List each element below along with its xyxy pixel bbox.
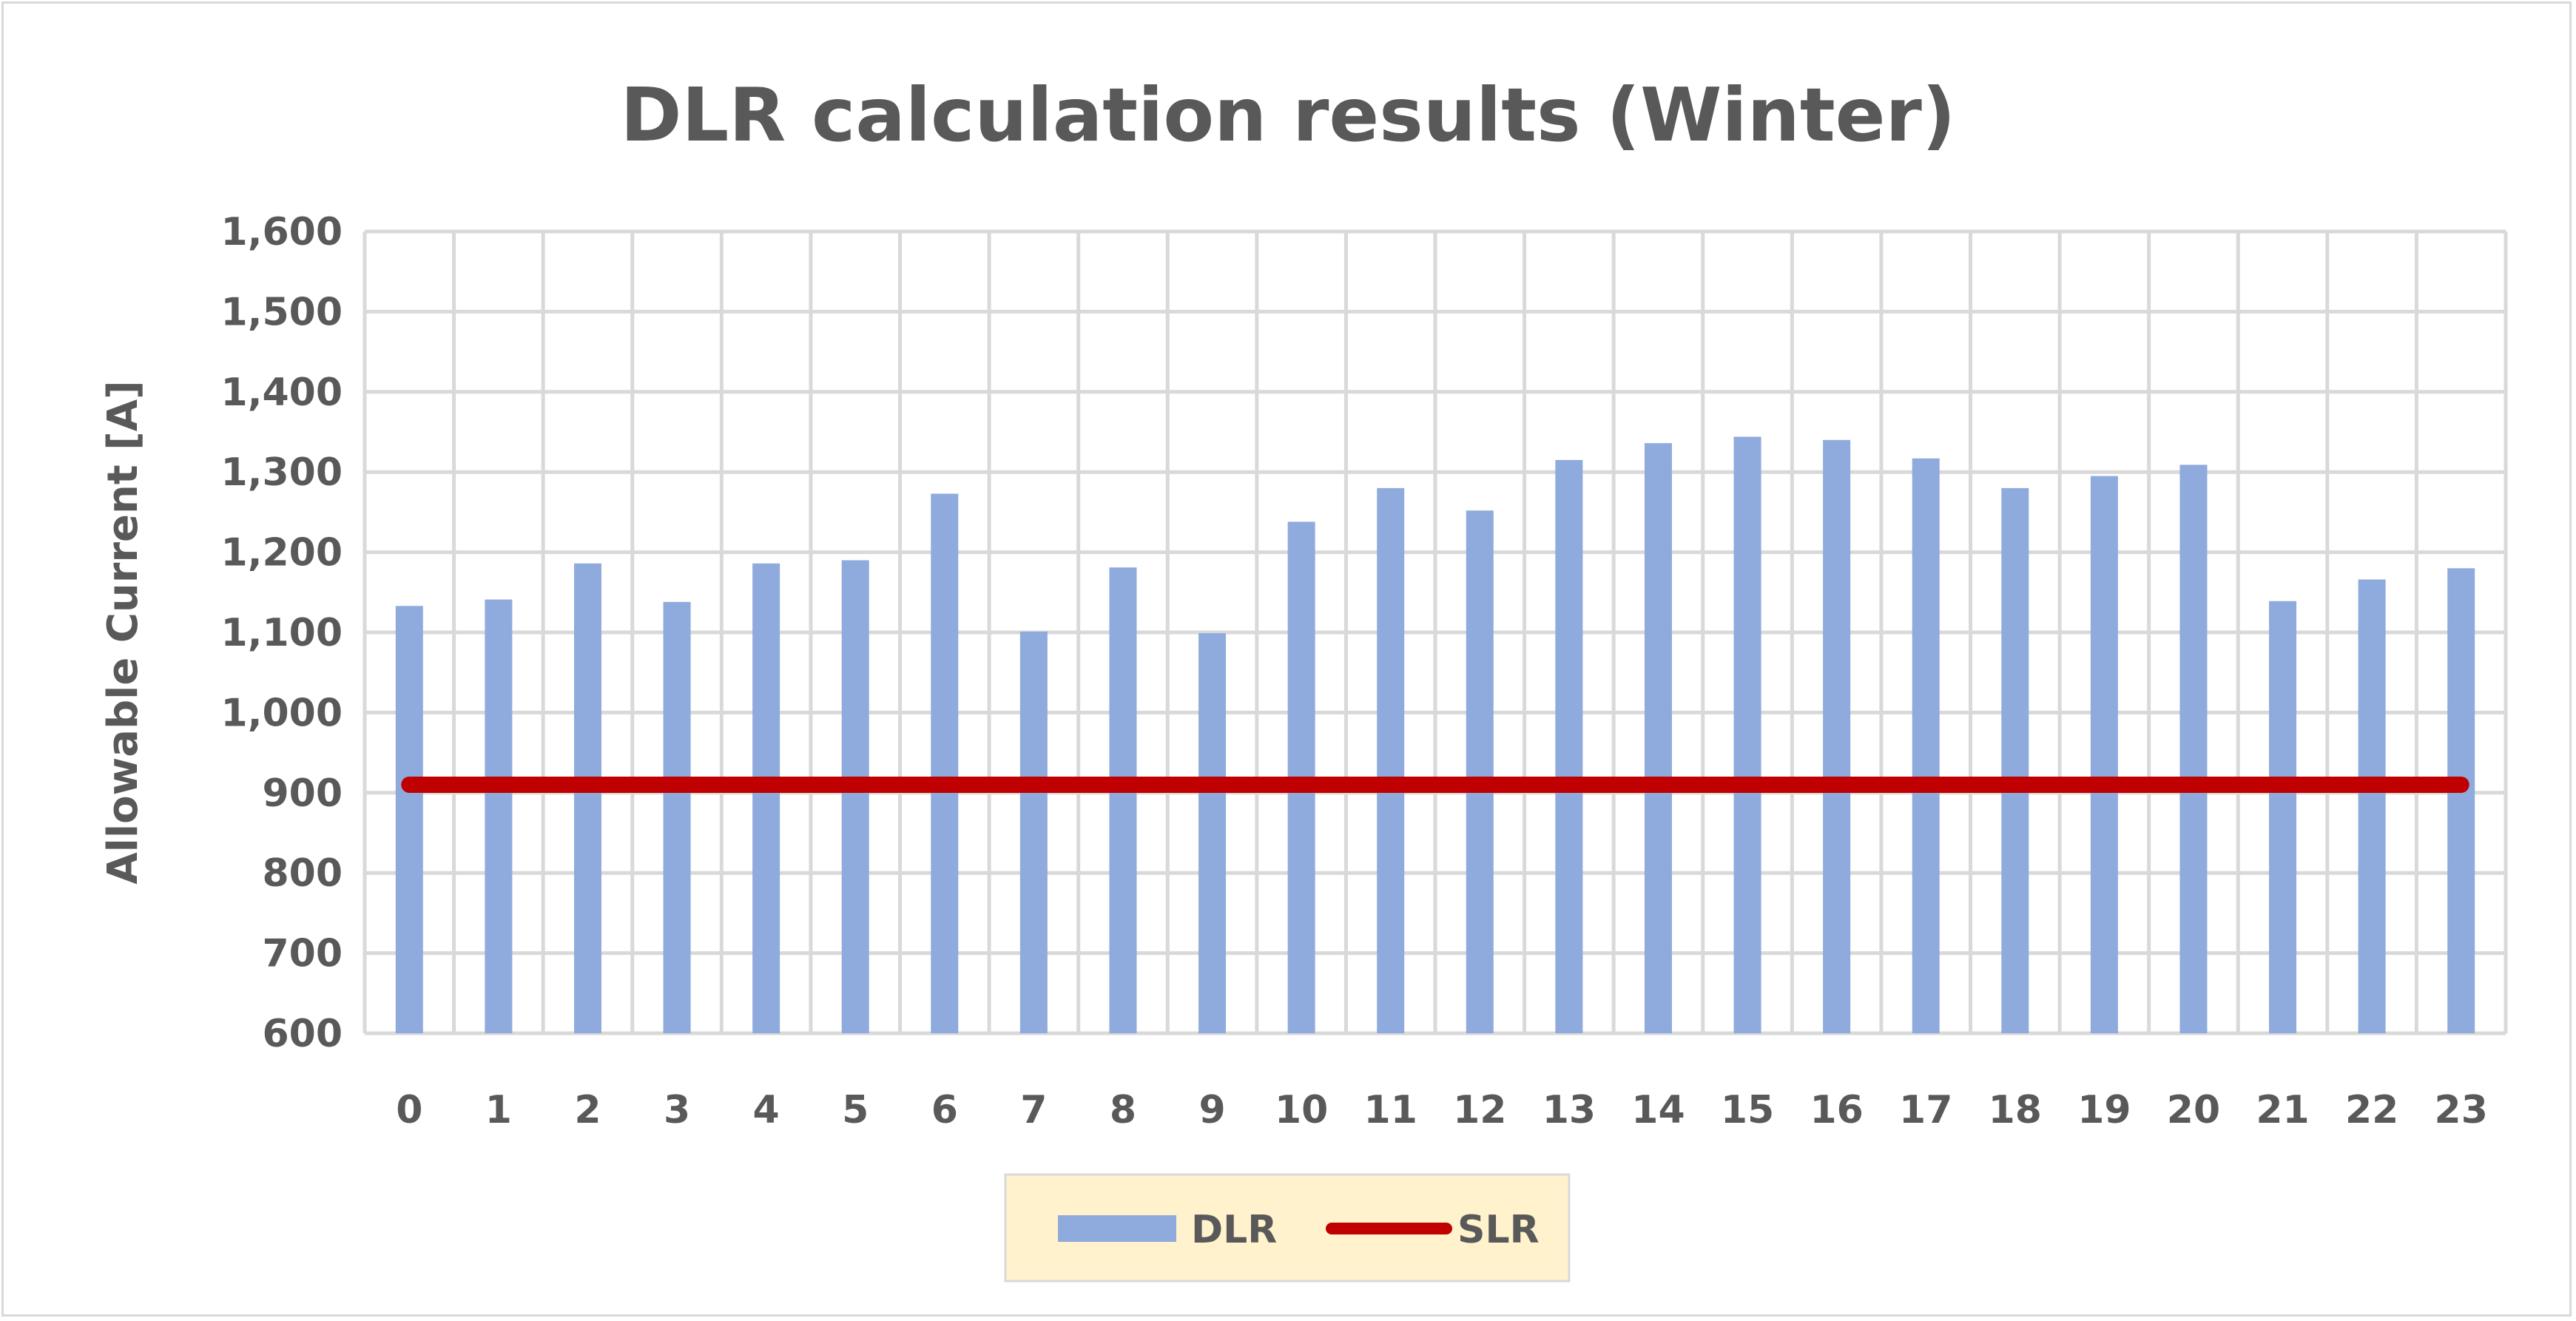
x-tick-label: 8 xyxy=(1110,1088,1136,1132)
y-tick-label: 1,200 xyxy=(221,531,343,575)
y-tick-label: 1,400 xyxy=(221,371,343,415)
dlr-bar xyxy=(573,563,601,1033)
dlr-bar xyxy=(395,606,423,1033)
x-tick-label: 19 xyxy=(2077,1088,2131,1132)
dlr-bar xyxy=(1733,436,1761,1033)
x-tick-label: 9 xyxy=(1198,1088,1225,1132)
dlr-bar xyxy=(2269,601,2297,1033)
x-tick-label: 7 xyxy=(1020,1088,1047,1132)
x-tick-label: 15 xyxy=(1721,1088,1774,1132)
y-tick-labels: 600 700 800 900 1,000 1,100 1,200 1,300 1,400 1,5… xyxy=(221,210,343,1056)
dlr-bar xyxy=(931,493,959,1033)
chart-title: DLR calculation results (Winter) xyxy=(621,72,1956,158)
x-tick-label: 2 xyxy=(574,1088,601,1132)
y-tick-label: 1,100 xyxy=(221,611,343,655)
x-tick-label: 12 xyxy=(1453,1088,1506,1132)
dlr-bar xyxy=(1644,443,1672,1033)
legend-slr-label: SLR xyxy=(1457,1208,1540,1252)
x-tick-label: 5 xyxy=(842,1088,869,1132)
dlr-bar xyxy=(2001,487,2029,1033)
x-tick-label: 22 xyxy=(2345,1088,2398,1132)
dlr-bar xyxy=(1198,633,1227,1033)
x-tick-label: 16 xyxy=(1810,1088,1863,1132)
x-tick-label: 20 xyxy=(2167,1088,2220,1132)
dlr-bar xyxy=(1555,459,1583,1033)
x-tick-label: 23 xyxy=(2435,1088,2488,1132)
dlr-bar xyxy=(752,563,780,1033)
x-tick-label: 3 xyxy=(664,1088,690,1132)
legend-dlr-swatch xyxy=(1058,1215,1176,1242)
y-tick-label: 1,500 xyxy=(221,290,343,334)
x-tick-label: 14 xyxy=(1631,1088,1685,1132)
y-tick-label: 1,300 xyxy=(221,450,343,495)
x-tick-label: 6 xyxy=(931,1088,958,1132)
y-tick-label: 800 xyxy=(262,851,343,896)
legend: DLR SLR xyxy=(1004,1173,1571,1283)
dlr-bar xyxy=(2090,476,2118,1033)
y-axis-label: Allowable Current [A] xyxy=(99,380,147,884)
x-tick-label: 1 xyxy=(485,1088,512,1132)
dlr-bars xyxy=(395,436,2475,1033)
x-tick-labels: 0 1 2 3 4 5 6 7 8 9 10 11 12 13 14 15 16 17 18 19 20 21 22 23 xyxy=(396,1088,2488,1132)
dlr-bar xyxy=(1109,567,1137,1033)
y-tick-label: 700 xyxy=(262,932,343,976)
y-tick-label: 1,000 xyxy=(221,691,343,735)
dlr-bar xyxy=(1466,510,1494,1033)
dlr-bar xyxy=(2179,464,2208,1033)
dlr-bar xyxy=(841,560,869,1033)
x-tick-label: 13 xyxy=(1542,1088,1596,1132)
dlr-bar xyxy=(663,601,691,1033)
x-tick-label: 17 xyxy=(1899,1088,1952,1132)
dlr-bar xyxy=(1823,439,1851,1033)
x-tick-label: 18 xyxy=(1989,1088,2042,1132)
dlr-bar xyxy=(1912,458,1940,1033)
x-tick-label: 10 xyxy=(1275,1088,1328,1132)
dlr-bar xyxy=(2447,568,2475,1033)
y-tick-label: 600 xyxy=(262,1012,343,1056)
dlr-bar xyxy=(1377,487,1405,1033)
dlr-bar xyxy=(485,599,513,1033)
x-tick-label: 21 xyxy=(2256,1088,2309,1132)
dlr-bar xyxy=(1019,631,1048,1033)
x-tick-label: 11 xyxy=(1364,1088,1417,1132)
x-tick-label: 0 xyxy=(396,1088,422,1132)
y-tick-label: 1,600 xyxy=(221,210,343,254)
x-tick-label: 4 xyxy=(753,1088,780,1132)
y-tick-label: 900 xyxy=(262,771,343,816)
legend-dlr-label: DLR xyxy=(1191,1208,1277,1252)
dlr-bar xyxy=(2358,579,2386,1033)
